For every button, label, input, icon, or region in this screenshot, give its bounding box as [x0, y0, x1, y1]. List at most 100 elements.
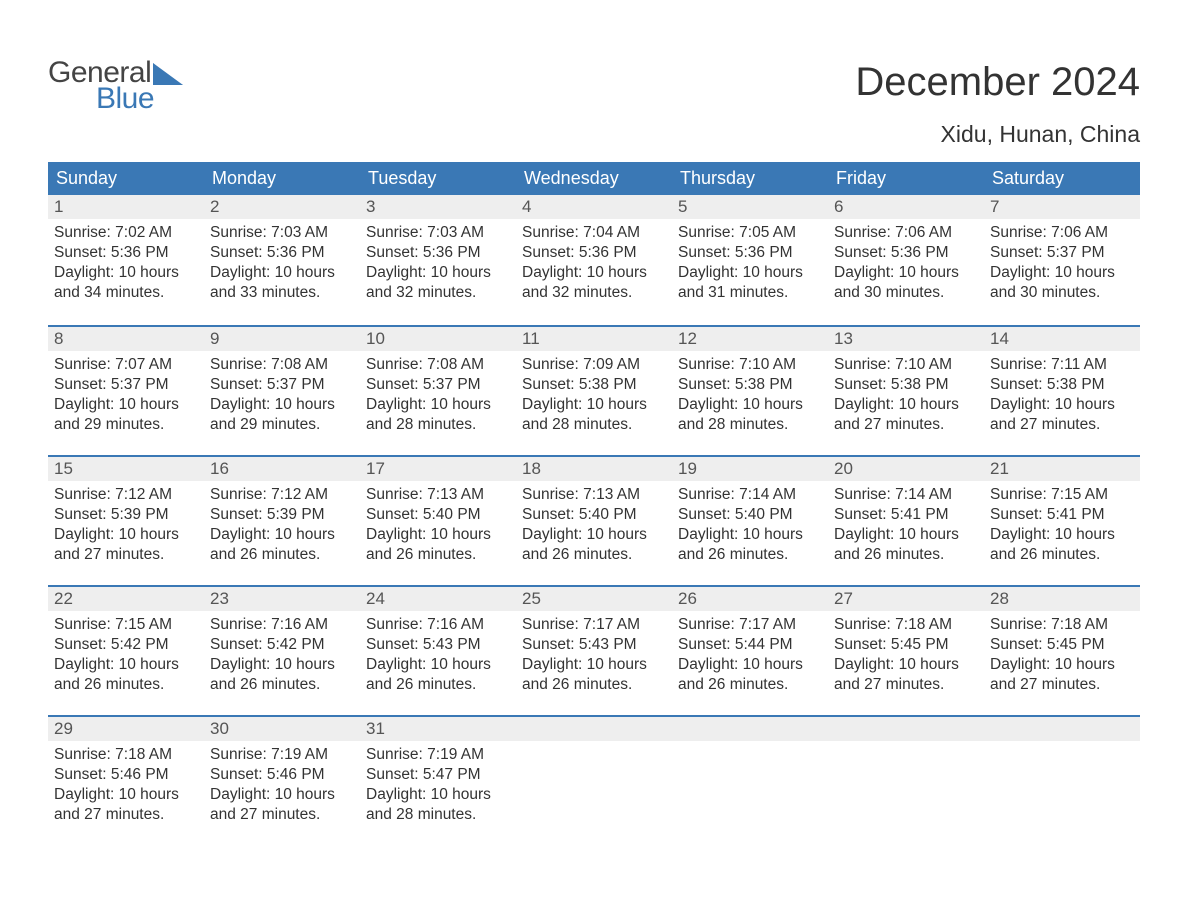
day-number: 28 — [990, 589, 1009, 608]
sunset-text: Sunset: 5:46 PM — [210, 765, 354, 785]
daylight-line1: Daylight: 10 hours — [834, 655, 978, 675]
day-number-row — [672, 717, 828, 741]
day-details: Sunrise: 7:18 AMSunset: 5:45 PMDaylight:… — [828, 611, 984, 700]
day-number: 9 — [210, 329, 219, 348]
day-number: 17 — [366, 459, 385, 478]
day-details: Sunrise: 7:07 AMSunset: 5:37 PMDaylight:… — [48, 351, 204, 440]
sunset-text: Sunset: 5:36 PM — [678, 243, 822, 263]
day-number-row: 23 — [204, 587, 360, 611]
sunrise-calendar: Sunday Monday Tuesday Wednesday Thursday… — [48, 162, 1140, 845]
day-number: 24 — [366, 589, 385, 608]
calendar-day: 8Sunrise: 7:07 AMSunset: 5:37 PMDaylight… — [48, 327, 204, 455]
day-number-row — [516, 717, 672, 741]
day-details: Sunrise: 7:19 AMSunset: 5:47 PMDaylight:… — [360, 741, 516, 830]
sunrise-text: Sunrise: 7:03 AM — [366, 223, 510, 243]
day-details: Sunrise: 7:06 AMSunset: 5:37 PMDaylight:… — [984, 219, 1140, 308]
calendar-day: 11Sunrise: 7:09 AMSunset: 5:38 PMDayligh… — [516, 327, 672, 455]
daylight-line2: and 30 minutes. — [834, 283, 978, 303]
sunrise-text: Sunrise: 7:08 AM — [366, 355, 510, 375]
sunrise-text: Sunrise: 7:05 AM — [678, 223, 822, 243]
daylight-line1: Daylight: 10 hours — [522, 525, 666, 545]
sunrise-text: Sunrise: 7:16 AM — [210, 615, 354, 635]
daylight-line1: Daylight: 10 hours — [54, 395, 198, 415]
sunrise-text: Sunrise: 7:16 AM — [366, 615, 510, 635]
calendar-day: 7Sunrise: 7:06 AMSunset: 5:37 PMDaylight… — [984, 195, 1140, 325]
daylight-line1: Daylight: 10 hours — [834, 525, 978, 545]
sunset-text: Sunset: 5:44 PM — [678, 635, 822, 655]
sunset-text: Sunset: 5:37 PM — [54, 375, 198, 395]
sunrise-text: Sunrise: 7:08 AM — [210, 355, 354, 375]
day-number-row: 25 — [516, 587, 672, 611]
sunrise-text: Sunrise: 7:02 AM — [54, 223, 198, 243]
sunset-text: Sunset: 5:37 PM — [210, 375, 354, 395]
day-number: 5 — [678, 197, 687, 216]
daylight-line2: and 26 minutes. — [990, 545, 1134, 565]
daylight-line2: and 33 minutes. — [210, 283, 354, 303]
day-number-row: 17 — [360, 457, 516, 481]
day-number-row: 2 — [204, 195, 360, 219]
sunrise-text: Sunrise: 7:11 AM — [990, 355, 1134, 375]
daylight-line2: and 32 minutes. — [522, 283, 666, 303]
logo-text-blue: Blue — [96, 82, 183, 116]
calendar-day: 12Sunrise: 7:10 AMSunset: 5:38 PMDayligh… — [672, 327, 828, 455]
day-number: 3 — [366, 197, 375, 216]
day-number-row: 18 — [516, 457, 672, 481]
calendar-week: 8Sunrise: 7:07 AMSunset: 5:37 PMDaylight… — [48, 325, 1140, 455]
day-number-row: 6 — [828, 195, 984, 219]
day-details: Sunrise: 7:16 AMSunset: 5:42 PMDaylight:… — [204, 611, 360, 700]
day-number: 29 — [54, 719, 73, 738]
daylight-line2: and 29 minutes. — [210, 415, 354, 435]
sunset-text: Sunset: 5:38 PM — [522, 375, 666, 395]
sunrise-text: Sunrise: 7:15 AM — [54, 615, 198, 635]
daylight-line1: Daylight: 10 hours — [210, 263, 354, 283]
day-number-row: 29 — [48, 717, 204, 741]
daylight-line2: and 32 minutes. — [366, 283, 510, 303]
daylight-line2: and 27 minutes. — [210, 805, 354, 825]
sunset-text: Sunset: 5:40 PM — [678, 505, 822, 525]
day-details: Sunrise: 7:19 AMSunset: 5:46 PMDaylight:… — [204, 741, 360, 830]
calendar-week: 1Sunrise: 7:02 AMSunset: 5:36 PMDaylight… — [48, 195, 1140, 325]
calendar-day: 25Sunrise: 7:17 AMSunset: 5:43 PMDayligh… — [516, 587, 672, 715]
daylight-line1: Daylight: 10 hours — [522, 395, 666, 415]
day-number-row: 24 — [360, 587, 516, 611]
calendar-day: 26Sunrise: 7:17 AMSunset: 5:44 PMDayligh… — [672, 587, 828, 715]
day-details: Sunrise: 7:18 AMSunset: 5:46 PMDaylight:… — [48, 741, 204, 830]
weekday-header-row: Sunday Monday Tuesday Wednesday Thursday… — [48, 162, 1140, 195]
day-number: 18 — [522, 459, 541, 478]
daylight-line1: Daylight: 10 hours — [990, 263, 1134, 283]
calendar-week: 29 Sunrise: 7:18 AMSunset: 5:46 PMDayligh… — [48, 715, 1140, 845]
daylight-line1: Daylight: 10 hours — [54, 785, 198, 805]
day-details: Sunrise: 7:04 AMSunset: 5:36 PMDaylight:… — [516, 219, 672, 308]
sunset-text: Sunset: 5:46 PM — [54, 765, 198, 785]
day-number-row: 3 — [360, 195, 516, 219]
day-number-row: 10 — [360, 327, 516, 351]
sunset-text: Sunset: 5:36 PM — [366, 243, 510, 263]
sunset-text: Sunset: 5:40 PM — [366, 505, 510, 525]
sunrise-text: Sunrise: 7:06 AM — [834, 223, 978, 243]
sunrise-text: Sunrise: 7:15 AM — [990, 485, 1134, 505]
calendar-day: 28Sunrise: 7:18 AMSunset: 5:45 PMDayligh… — [984, 587, 1140, 715]
sunset-text: Sunset: 5:39 PM — [54, 505, 198, 525]
daylight-line1: Daylight: 10 hours — [990, 525, 1134, 545]
calendar-week: 22Sunrise: 7:15 AMSunset: 5:42 PMDayligh… — [48, 585, 1140, 715]
daylight-line1: Daylight: 10 hours — [54, 655, 198, 675]
location-subtitle: Xidu, Hunan, China — [855, 121, 1140, 148]
sunset-text: Sunset: 5:36 PM — [54, 243, 198, 263]
weekday-header: Monday — [204, 162, 360, 195]
day-number: 12 — [678, 329, 697, 348]
sunrise-text: Sunrise: 7:19 AM — [366, 745, 510, 765]
calendar-day — [672, 717, 828, 845]
daylight-line2: and 30 minutes. — [990, 283, 1134, 303]
daylight-line1: Daylight: 10 hours — [54, 525, 198, 545]
daylight-line2: and 27 minutes. — [54, 805, 198, 825]
day-number-row: 15 — [48, 457, 204, 481]
day-number-row: 21 — [984, 457, 1140, 481]
sunset-text: Sunset: 5:38 PM — [990, 375, 1134, 395]
day-number-row: 31 — [360, 717, 516, 741]
day-number: 6 — [834, 197, 843, 216]
day-details: Sunrise: 7:03 AMSunset: 5:36 PMDaylight:… — [360, 219, 516, 308]
day-details: Sunrise: 7:13 AMSunset: 5:40 PMDaylight:… — [516, 481, 672, 570]
day-number: 21 — [990, 459, 1009, 478]
sunrise-text: Sunrise: 7:06 AM — [990, 223, 1134, 243]
daylight-line1: Daylight: 10 hours — [54, 263, 198, 283]
